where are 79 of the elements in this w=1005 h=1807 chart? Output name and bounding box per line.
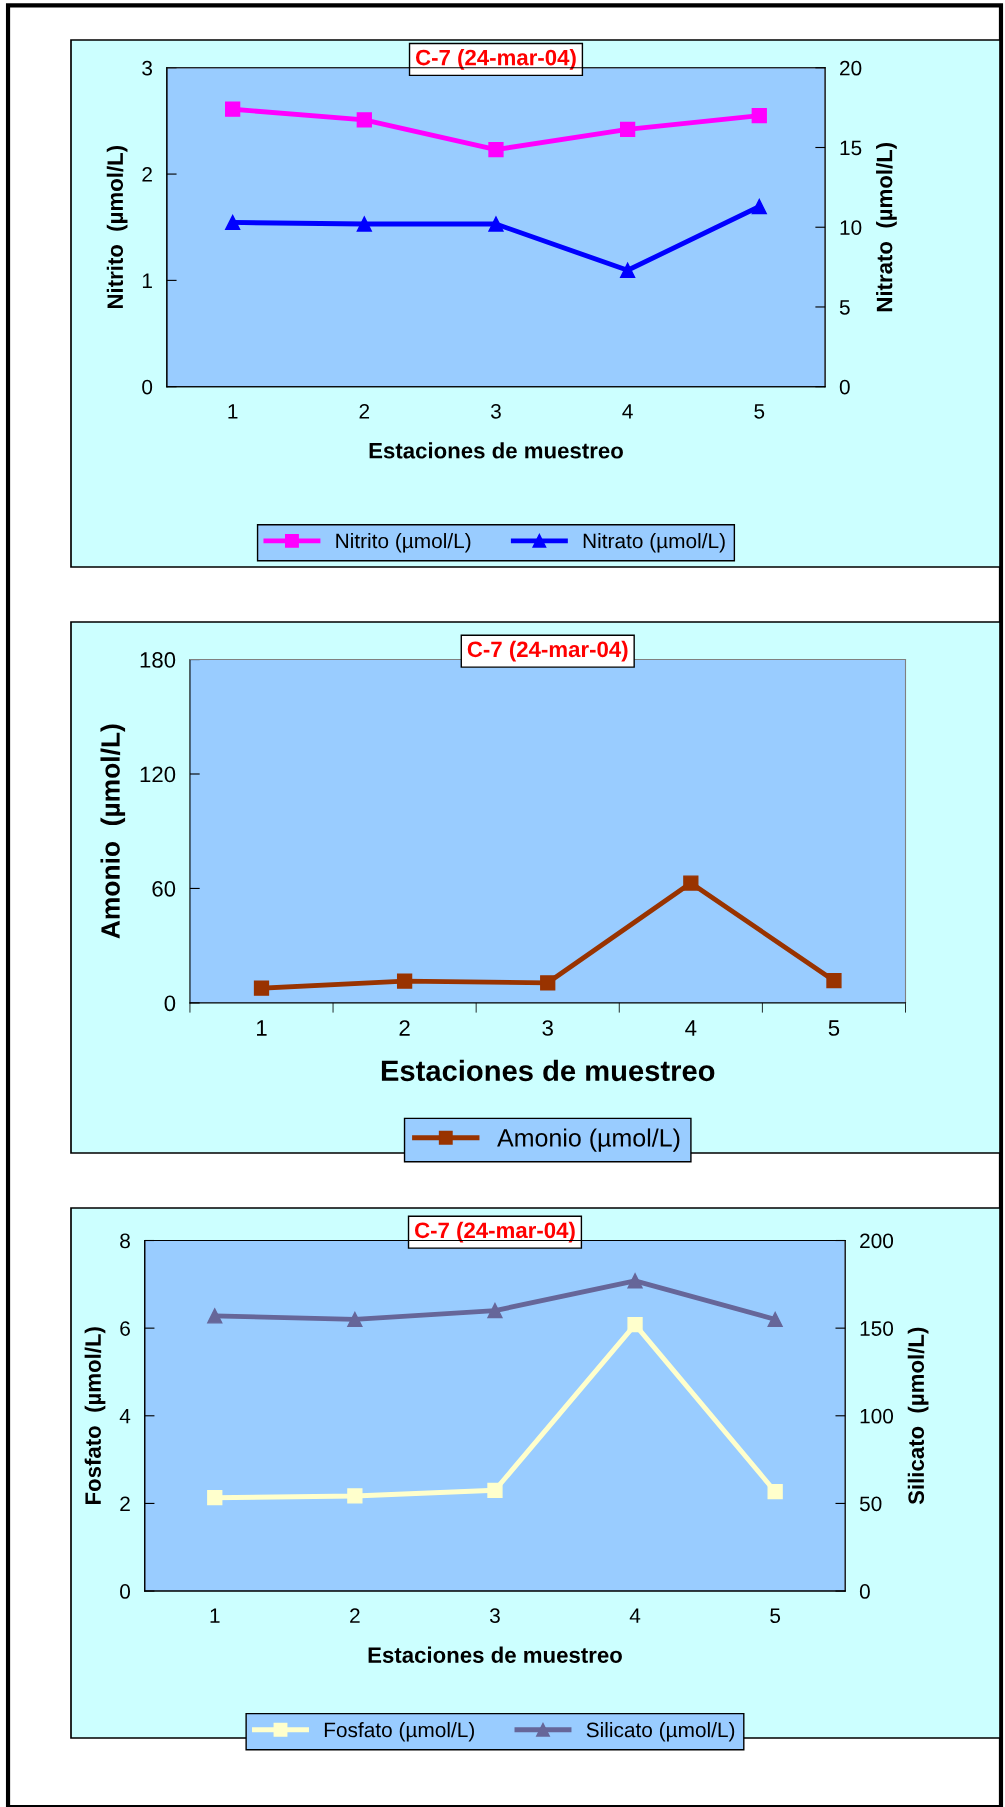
point (627, 1316, 643, 1333)
legend-label: Amonio (µmol/L) (497, 1128, 680, 1152)
x-tick-label: 2 (399, 1020, 410, 1036)
y-tick-label: 3 (142, 60, 153, 76)
point (751, 198, 767, 215)
y-tick-label: 0 (164, 995, 176, 1012)
chart-title: C-7 (24-mar-04) (467, 640, 628, 662)
point (347, 1311, 363, 1328)
y-tick-label: 0 (142, 379, 153, 395)
y2-tick-label: 50 (859, 1496, 882, 1512)
point (487, 1482, 503, 1498)
legend-label: Fosfato (µmol/L) (324, 1721, 474, 1742)
y2-axis-title: Nitrato (µmol/L) (876, 142, 897, 312)
y2-axis-title: Silicato (µmol/L) (907, 1327, 929, 1505)
x-tick-label: 3 (490, 403, 501, 419)
point (356, 216, 372, 232)
y-tick-label: 6 (120, 1321, 130, 1336)
y-tick-label: 60 (152, 880, 176, 897)
y2-tick-label: 0 (839, 379, 850, 395)
x-tick-label: 3 (542, 1020, 553, 1036)
point (488, 141, 504, 158)
point (627, 1273, 643, 1289)
x-tick-label: 4 (622, 404, 633, 419)
y-tick-label: 4 (119, 1409, 131, 1424)
point (225, 214, 241, 231)
x-tick-label: 1 (228, 404, 238, 419)
legend-label: Silicato (µmol/L) (586, 1721, 735, 1742)
point (356, 112, 372, 128)
point (619, 121, 636, 138)
y2-tick-label: 10 (840, 220, 862, 235)
legend-label: Nitrato (µmol/L) (583, 533, 725, 553)
point (619, 262, 636, 278)
point (207, 1308, 223, 1324)
legend-label: Nitrito (µmol/L) (336, 533, 471, 553)
y-tick-label: 180 (140, 652, 176, 668)
y-tick-label: 1 (142, 273, 152, 288)
point (207, 1490, 223, 1506)
y2-tick-label: 20 (840, 60, 862, 76)
y2-tick-label: 100 (860, 1408, 894, 1424)
x-axis-title: Estaciones de muestreo (381, 1059, 715, 1082)
point (487, 1302, 503, 1319)
point (767, 1311, 783, 1328)
x-axis-title: Estaciones de muestreo (368, 1646, 622, 1663)
y2-tick-label: 15 (840, 140, 862, 156)
y-tick-label: 0 (120, 1584, 131, 1599)
y2-tick-label: 200 (860, 1233, 894, 1249)
x-tick-label: 3 (489, 1608, 500, 1624)
x-tick-label: 5 (770, 1608, 781, 1624)
point (826, 972, 842, 989)
point (540, 975, 556, 991)
x-tick-label: 5 (828, 1020, 840, 1036)
y2-tick-label: 150 (860, 1321, 894, 1336)
x-tick-label: 4 (685, 1020, 697, 1036)
chart-title: C-7 (24-mar-04) (414, 1221, 575, 1243)
x-tick-label: 1 (210, 1608, 220, 1623)
y-axis-title: Fosfato (µmol/L) (84, 1327, 106, 1505)
x-tick-label: 2 (350, 1608, 360, 1623)
y-tick-label: 120 (140, 766, 176, 783)
x-tick-label: 5 (754, 404, 765, 419)
x-tick-label: 2 (359, 403, 370, 419)
y-tick-label: 2 (142, 167, 152, 182)
point (396, 973, 413, 989)
point (347, 1488, 363, 1504)
point (683, 875, 699, 891)
y-axis-title: Amonio (µmol/L) (100, 724, 126, 939)
y2-tick-label: 5 (839, 300, 850, 315)
y-tick-label: 8 (120, 1233, 130, 1249)
point (488, 216, 504, 232)
y-tick-label: 2 (120, 1496, 130, 1511)
x-axis-title: Estaciones de muestreo (369, 442, 623, 459)
x-tick-label: 1 (257, 1020, 267, 1036)
point (253, 980, 270, 996)
x-tick-label: 4 (629, 1608, 641, 1623)
chart-title: C-7 (24-mar-04) (415, 49, 576, 70)
point (225, 101, 241, 117)
y-axis-title: Nitrito (µmol/L) (106, 146, 128, 309)
point (767, 1483, 783, 1500)
point (751, 107, 767, 124)
y2-tick-label: 0 (859, 1584, 870, 1599)
